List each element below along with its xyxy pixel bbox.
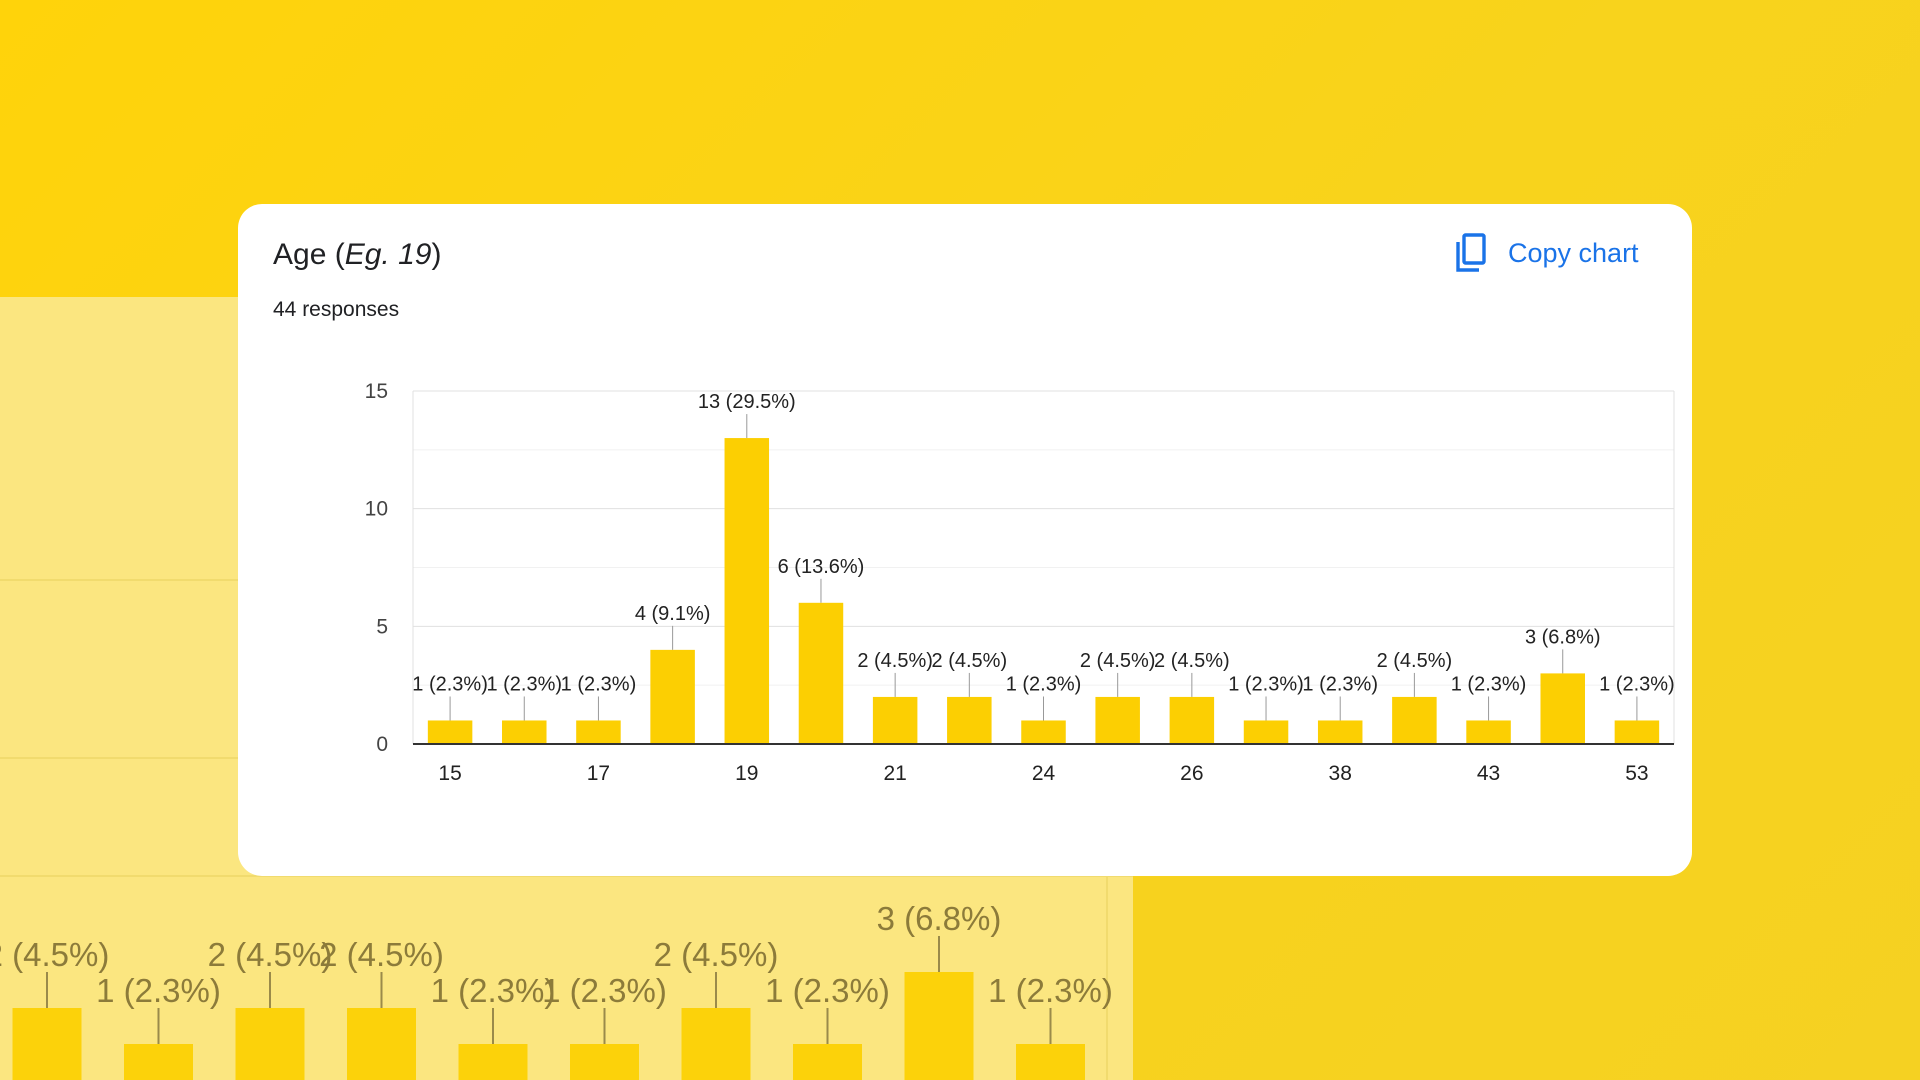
background-bar — [12, 1008, 82, 1080]
background-bar — [458, 1044, 528, 1080]
chart-card: Age (Eg. 19) 44 responses Copy chart 0 5 1… — [238, 204, 1692, 876]
bar — [1466, 720, 1511, 744]
y-tick-label: 5 — [376, 615, 388, 638]
background-bar — [124, 1044, 193, 1080]
x-tick-label: 43 — [1477, 762, 1500, 785]
x-tick-label: 26 — [1180, 762, 1203, 785]
background-bar — [793, 1044, 862, 1080]
data-label: 2 (4.5%) — [1080, 650, 1156, 672]
bar — [1021, 720, 1066, 744]
bar — [1614, 720, 1660, 744]
responses-count: 44 responses — [273, 298, 400, 321]
bar — [1169, 696, 1215, 744]
background-bar — [235, 1008, 305, 1080]
bar — [947, 696, 992, 744]
copy-icon — [1456, 233, 1486, 272]
background-bar — [681, 1008, 751, 1080]
background-data-label: 1 (2.3%) — [431, 972, 556, 1009]
background-data-label: 2 (4.5%) — [208, 936, 333, 973]
x-tick-label: 17 — [587, 762, 610, 785]
background-gridline — [1106, 875, 1108, 1080]
x-tick-label: 38 — [1329, 762, 1352, 785]
background-data-label: 2 (4.5%) — [654, 936, 779, 973]
x-tick-label: 21 — [883, 762, 906, 785]
data-label: 1 (2.3%) — [561, 673, 637, 695]
background-gridline — [0, 875, 1133, 877]
background-data-label: 2 (4.5%) — [0, 936, 109, 973]
background-data-label: 1 (2.3%) — [96, 972, 221, 1009]
bar — [576, 720, 621, 744]
bar — [1392, 696, 1437, 744]
data-label: 1 (2.3%) — [412, 673, 488, 695]
chart-title: Age (Eg. 19) — [273, 238, 442, 271]
y-tick-label: 10 — [365, 498, 388, 521]
data-label: 1 (2.3%) — [1228, 673, 1304, 695]
background-data-label: 1 (2.3%) — [988, 972, 1113, 1009]
x-tick-label: 53 — [1625, 762, 1648, 785]
bar — [502, 720, 547, 744]
data-label: 1 (2.3%) — [1599, 673, 1675, 695]
data-label: 2 (4.5%) — [1154, 650, 1230, 672]
bar — [1317, 720, 1363, 744]
background-bar — [347, 1008, 416, 1080]
background-bar — [904, 972, 974, 1080]
bar — [798, 602, 844, 744]
data-label: 4 (9.1%) — [635, 603, 711, 625]
bar — [1243, 720, 1289, 744]
data-label: 2 (4.5%) — [857, 650, 933, 672]
x-tick-label: 19 — [735, 762, 758, 785]
bar — [1540, 673, 1585, 744]
data-label: 13 (29.5%) — [698, 391, 796, 413]
bar — [427, 720, 473, 744]
data-label: 6 (13.6%) — [778, 556, 865, 578]
bar — [872, 696, 918, 744]
bar — [650, 649, 695, 744]
data-label: 2 (4.5%) — [932, 650, 1008, 672]
background-chart: 2 (4.5%)1 (2.3%)2 (4.5%)2 (4.5%)1 (2.3%)… — [0, 900, 1113, 1080]
background-data-label: 3 (6.8%) — [877, 900, 1002, 937]
data-label: 1 (2.3%) — [1006, 673, 1082, 695]
background-data-label: 1 (2.3%) — [542, 972, 667, 1009]
background-bar — [570, 1044, 639, 1080]
copy-chart-label: Copy chart — [1508, 237, 1639, 268]
y-tick-label: 0 — [376, 733, 388, 756]
bar — [1095, 696, 1140, 744]
background-bar — [1016, 1044, 1085, 1080]
background-data-label: 1 (2.3%) — [765, 972, 890, 1009]
x-tick-label: 24 — [1032, 762, 1056, 785]
data-label: 1 (2.3%) — [1451, 673, 1527, 695]
x-tick-label: 15 — [438, 762, 461, 785]
y-tick-label: 15 — [365, 380, 388, 403]
data-label: 1 (2.3%) — [486, 673, 562, 695]
copy-chart-button[interactable]: Copy chart — [1442, 228, 1649, 278]
data-label: 2 (4.5%) — [1377, 650, 1453, 672]
bar — [724, 438, 770, 744]
data-label: 3 (6.8%) — [1525, 626, 1601, 648]
background-data-label: 2 (4.5%) — [319, 936, 444, 973]
data-label: 1 (2.3%) — [1302, 673, 1378, 695]
